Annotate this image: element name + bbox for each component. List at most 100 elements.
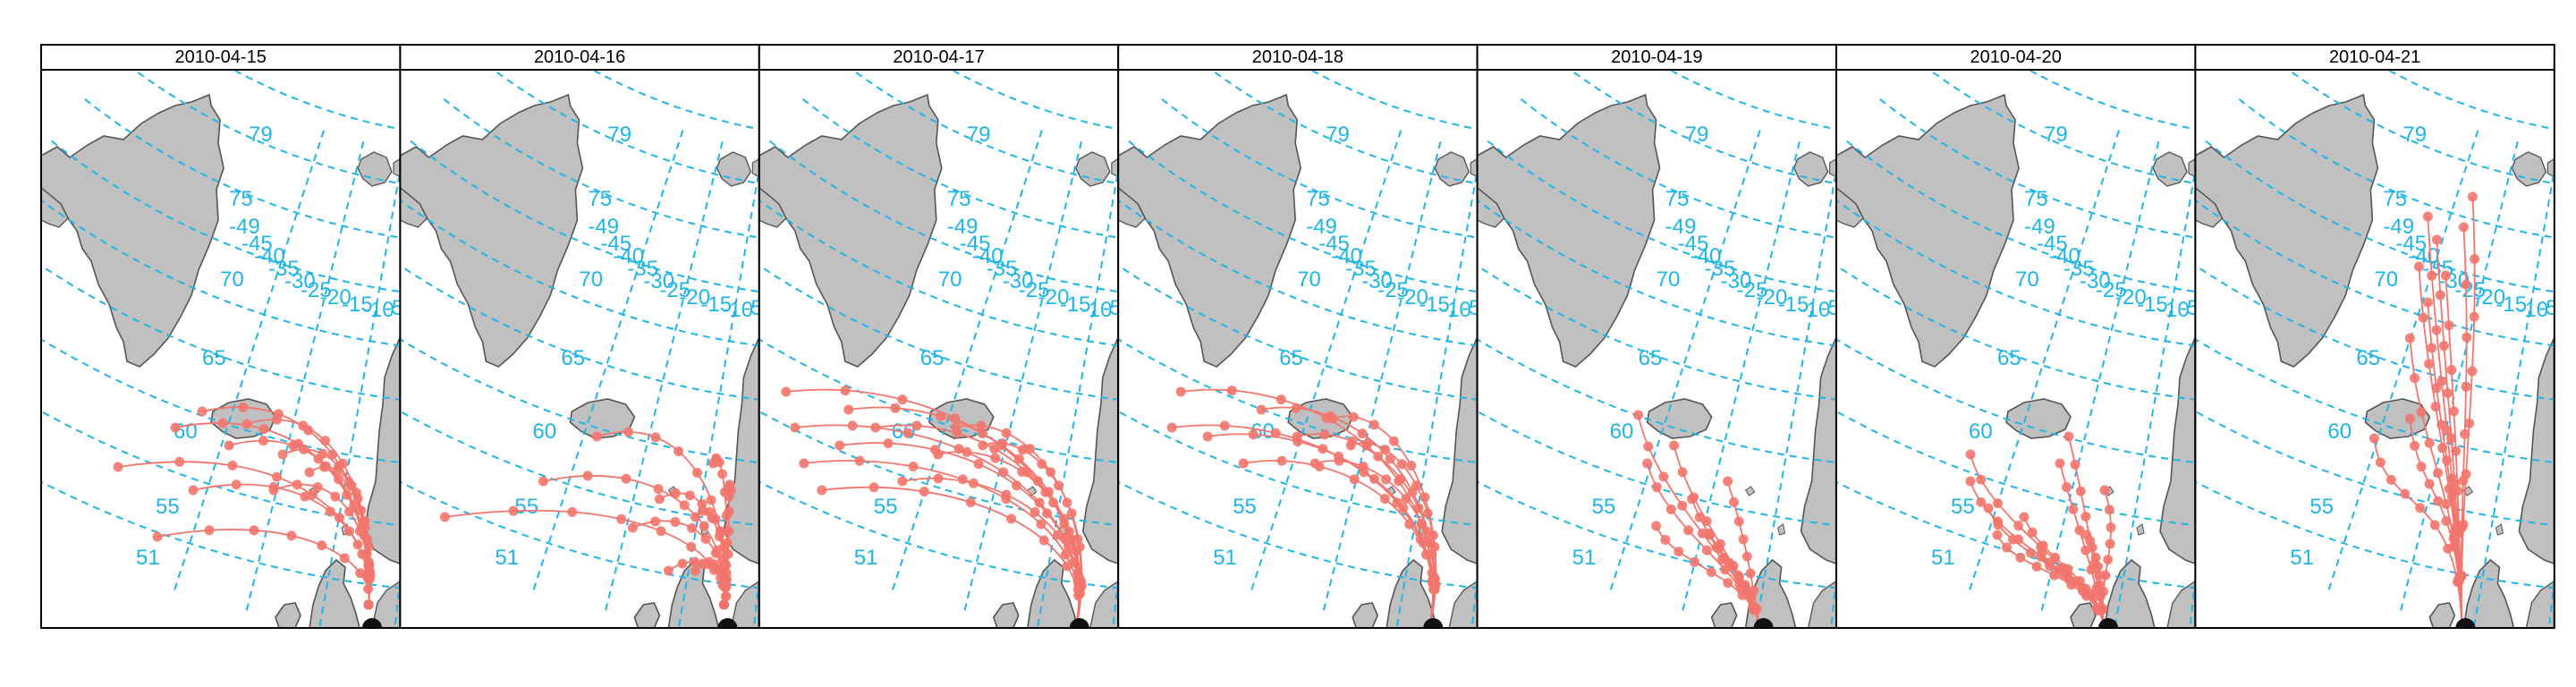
trajectory-point [2427,343,2437,353]
trajectory-point [508,505,519,516]
trajectory-point [2440,270,2451,281]
trajectory-point [1072,534,1083,545]
latitude-label: 60 [532,420,556,444]
latitude-label: 75 [2024,187,2048,211]
trajectory-point [327,449,338,460]
latitude-label: 70 [1297,267,1321,292]
canada-land [1836,187,1864,228]
trajectory-point [686,541,697,552]
trajectory-point [1379,494,1390,505]
longitude-line [2400,141,2519,611]
greenland-land [41,93,225,368]
panel-1: 2010-04-1579757065605551-49-45-40-35-30-… [40,44,402,629]
panel-strip [1835,44,2197,71]
trajectory-point [1701,545,1712,556]
longitude-label: -45 [2395,232,2427,256]
longitude-label: -10 [363,298,394,322]
trajectory-point [2413,261,2424,272]
receptor-marker [1753,618,1774,628]
trajectory-point [957,474,968,485]
trajectory-point [344,526,355,537]
longitude-label: -49 [229,215,260,239]
trajectory-point [1063,541,1074,552]
trajectory-point [2436,376,2447,386]
trajectory-point [2095,606,2106,616]
trajectory-point [2427,270,2437,281]
svalbard-land [1075,151,1111,187]
trajectory-point [997,438,1008,449]
receptor-marker [717,618,738,628]
trajectory-point [2456,570,2467,581]
latitude-label: 79 [1326,123,1350,147]
trajectory-point [627,522,638,533]
latitude-line [590,70,759,131]
trajectory-point [2448,406,2459,417]
trajectory-point [304,467,315,478]
latitude-label: 55 [874,495,898,519]
trajectory-point [273,409,284,420]
trajectory-point [623,427,633,437]
trajectory-point [2444,320,2454,331]
trajectory-point [361,548,372,559]
trajectory-point [170,422,181,433]
longitude-label: -45 [1678,232,1709,256]
trajectory-point [990,453,1001,463]
trajectory-point [1711,542,1722,553]
longitude-label: -30 [2080,269,2111,293]
trajectory-point [354,526,365,537]
trajectory-point [1674,547,1684,557]
longitude-label: -5 [1103,296,1122,320]
trajectory-point [2103,555,2114,565]
trajectory-point [722,538,733,548]
trajectory-point [1733,570,1743,581]
trajectory-point [1651,521,1662,531]
trajectory-point [1683,525,1694,536]
trajectory-point [699,521,709,531]
trajectory-point [2422,211,2433,222]
latitude-label: 70 [938,267,962,292]
latitude-label: 65 [1639,346,1663,370]
svalbard-island [1470,157,1478,178]
trajectory-point [1658,471,1669,482]
svalbard-land [716,151,752,187]
latitude-line [132,70,401,185]
latitude-label: 51 [854,546,878,570]
trajectory-point [721,581,732,592]
longitude-label: -40 [1690,244,1722,268]
trajectory-point [1660,535,1671,546]
trajectory-point [714,457,724,468]
trajectory-point [2027,527,2038,538]
trajectory-point [2416,462,2427,472]
trajectory-point [2429,520,2440,530]
trajectory-point [2410,440,2420,451]
trajectory-point [1073,590,1084,601]
trajectory-point [2075,486,2086,496]
trajectory-point [1718,552,1729,563]
longitude-label: -45 [242,232,273,256]
trajectory-point [188,485,199,496]
trajectory-point [1665,504,1676,514]
trajectory-point [1001,489,1012,500]
trajectory-point [271,471,282,482]
trajectory-point [2092,561,2103,572]
longitude-line [1969,130,2120,590]
trajectory-point [2053,564,2063,575]
trajectory-point [2070,459,2080,470]
trajectory-point [1175,386,1186,397]
norway-land [723,337,759,564]
longitude-line [245,141,365,611]
trajectory-point [2400,488,2411,499]
trajectory-point [1733,516,1744,527]
latitude-label: 75 [588,187,612,211]
trajectory-point [2031,561,2042,572]
latitude-line [1520,98,1836,239]
longitude-label: -45 [2037,232,2068,256]
longitude-label: -40 [2408,244,2439,268]
trajectory-point [718,599,729,610]
trajectory-point [1738,534,1749,545]
ireland-land [2428,602,2456,628]
longitude-label: -25 [659,278,691,302]
trajectory-point [1976,496,1987,507]
trajectory-point [716,564,726,575]
